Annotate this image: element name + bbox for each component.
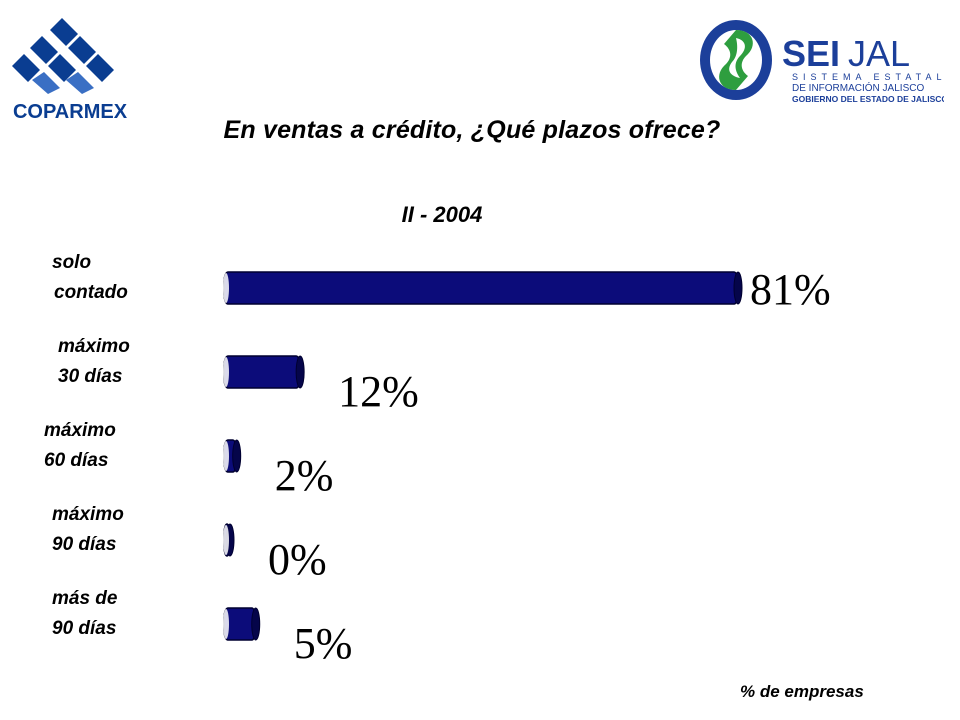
bar-start-highlight	[223, 357, 229, 387]
bar-row: máximo 30 días 12%	[58, 336, 419, 416]
category-label: solo	[52, 252, 91, 273]
bar-start-highlight	[223, 525, 229, 555]
bar	[223, 355, 301, 389]
bar-end-cap	[251, 607, 261, 641]
coparmex-emblem-icon	[12, 18, 114, 94]
category-label: máximo	[52, 504, 124, 525]
bar-end-cap	[733, 271, 743, 305]
bar	[223, 271, 739, 305]
chart-title: En ventas a crédito, ¿Qué plazos ofrece?	[223, 116, 721, 144]
category-label: 90 días	[52, 618, 116, 639]
bar-end-cap	[232, 439, 242, 473]
bar-row: máximo 90 días 0%	[52, 504, 327, 584]
bar-row: máximo 60 días 2%	[44, 420, 333, 500]
value-label: 0%	[268, 535, 327, 584]
unit-label: % de empresas	[740, 682, 864, 701]
seijal-wordmark-bold: SEI	[782, 33, 840, 74]
seijal-wordmark-light: JAL	[848, 33, 910, 74]
category-label: máximo	[44, 420, 116, 441]
value-label: 5%	[294, 619, 353, 668]
coparmex-wordmark: COPARMEX	[13, 101, 128, 123]
category-label: contado	[54, 282, 128, 303]
category-label: 90 días	[52, 534, 116, 555]
seijal-tagline-1: SISTEMA ESTATAL	[792, 72, 944, 82]
value-label: 81%	[750, 265, 831, 314]
bar-end-cap	[295, 355, 305, 389]
category-label: máximo	[58, 336, 130, 357]
bar-row: solo contado 81%	[52, 252, 831, 314]
bar-start-highlight	[223, 441, 229, 471]
bar-row: más de 90 días 5%	[52, 588, 352, 668]
bar-start-highlight	[223, 273, 229, 303]
category-label: más de	[52, 588, 118, 609]
bar-chart: solo contado 81% máximo 30 días 12% máximo 60 d…	[44, 252, 831, 668]
seijal-tagline-3: GOBIERNO DEL ESTADO DE JALISCO	[792, 94, 944, 104]
bar-start-highlight	[223, 609, 229, 639]
seijal-logo: SEI JAL SISTEMA ESTATAL DE INFORMACIÓN J…	[700, 20, 944, 104]
category-label: 30 días	[58, 366, 122, 387]
value-label: 2%	[275, 451, 334, 500]
coparmex-logo: COPARMEX	[12, 18, 128, 123]
chart-subtitle: II - 2004	[401, 202, 483, 227]
seijal-tagline-2: DE INFORMACIÓN JALISCO	[792, 81, 924, 94]
value-label: 12%	[338, 367, 419, 416]
seijal-emblem-icon	[700, 20, 772, 100]
category-label: 60 días	[44, 450, 108, 471]
